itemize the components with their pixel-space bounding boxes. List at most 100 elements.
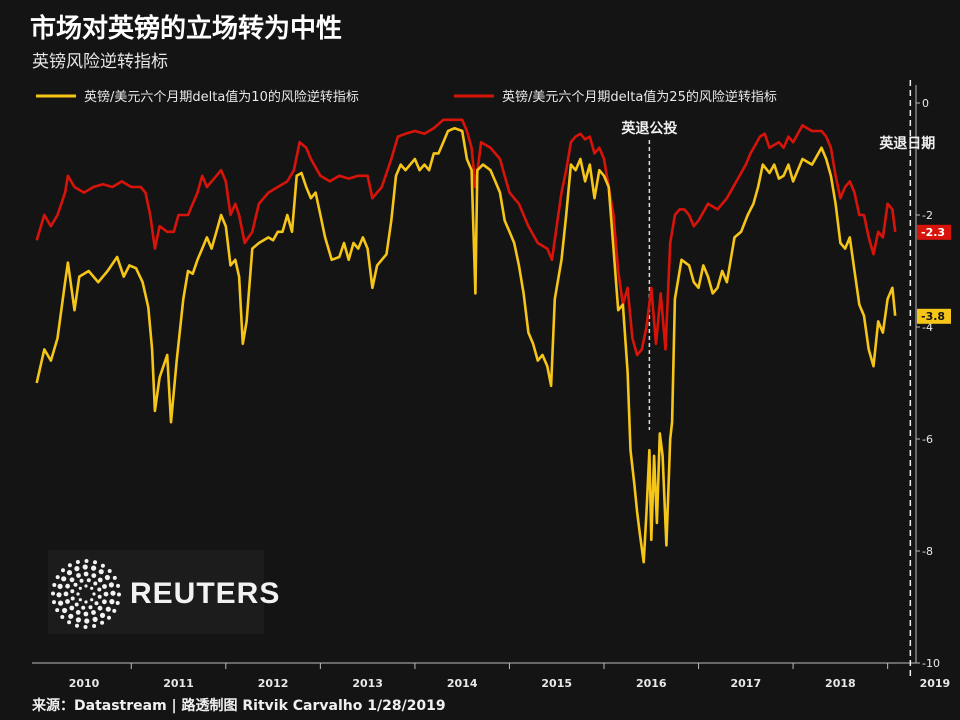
logo-dot xyxy=(117,592,121,597)
logo-dot xyxy=(51,591,55,596)
x-tick-label-2015: 2015 xyxy=(541,677,572,690)
annotation-label-brexit-date: 英退日期 xyxy=(878,135,935,152)
logo-dot xyxy=(90,586,94,590)
logo-dot xyxy=(97,594,102,599)
logo-dot xyxy=(115,601,120,605)
logo-dot xyxy=(93,581,98,586)
x-tick-label-2019: 2019 xyxy=(920,677,951,690)
x-tick-label-2018: 2018 xyxy=(825,677,856,690)
end-label-delta25: -2.3 xyxy=(917,224,951,240)
logo-dot xyxy=(66,570,73,576)
logo-dot xyxy=(65,599,70,604)
logo-dot xyxy=(110,590,116,596)
logo-dot xyxy=(56,592,62,598)
end-label-delta25-text: -2.3 xyxy=(921,226,945,239)
logo-dot xyxy=(94,601,99,606)
logo-dot xyxy=(116,583,120,588)
logo-dot xyxy=(78,586,82,590)
logo-dot xyxy=(70,596,75,601)
end-label-delta10-text: -3.8 xyxy=(921,310,945,323)
logo-dot xyxy=(84,600,88,604)
logo-dot xyxy=(63,591,69,597)
y-tick-label: -2 xyxy=(922,209,933,222)
logo-dot xyxy=(61,576,67,582)
y-tick-label: -8 xyxy=(922,545,933,558)
logo-dot xyxy=(86,578,91,583)
logo-dot xyxy=(57,583,63,590)
page-subtitle: 英镑风险逆转指标 xyxy=(32,52,168,72)
logo-dot xyxy=(102,599,107,605)
logo-dot xyxy=(52,583,57,587)
logo-dot xyxy=(79,578,84,583)
logo-dot xyxy=(91,610,96,615)
logo-dot xyxy=(62,607,68,614)
logo-dot xyxy=(108,582,114,588)
logo-dot xyxy=(112,575,117,580)
logo-dot xyxy=(97,577,103,583)
logo-dot xyxy=(73,582,78,587)
logo-dot xyxy=(107,615,111,620)
logo-dot xyxy=(78,598,82,602)
y-tick-label: -6 xyxy=(922,433,933,446)
logo-dot xyxy=(69,577,75,583)
logo-dot xyxy=(104,574,110,581)
logo-dot xyxy=(67,620,72,625)
x-tick-label-2017: 2017 xyxy=(731,677,762,690)
legend-label-delta10: 英镑/美元六个月期delta值为10的风险逆转指标 xyxy=(84,89,359,105)
logo-dot xyxy=(100,563,105,568)
logo-dot xyxy=(90,598,94,602)
y-tick-label: -4 xyxy=(922,321,933,334)
logo-dot xyxy=(74,566,80,572)
page-title: 市场对英镑的立场转为中性 xyxy=(30,14,343,44)
logo-dot xyxy=(83,611,89,617)
logo-dot xyxy=(103,591,109,597)
logo-dot xyxy=(107,569,112,573)
logo-dot xyxy=(92,592,96,596)
end-label-delta10-box xyxy=(917,308,951,324)
logo-dot xyxy=(52,600,56,605)
logo-dot xyxy=(68,613,74,619)
x-tick-label-2011: 2011 xyxy=(163,677,194,690)
logo-dot xyxy=(55,608,60,613)
logo-dot xyxy=(99,612,106,619)
logo-dot xyxy=(74,602,79,607)
logo-dot xyxy=(105,606,111,612)
series-line-delta10 xyxy=(35,126,897,564)
logo-dot xyxy=(60,615,65,619)
logo-dot xyxy=(109,599,115,605)
end-label-delta10: -3.8 xyxy=(917,308,951,324)
logo-background xyxy=(48,550,264,634)
logo-dot xyxy=(76,573,81,578)
logo-dot xyxy=(83,571,89,577)
logo-dot xyxy=(93,560,97,565)
logo-dot xyxy=(102,584,107,589)
logo-dot xyxy=(67,563,72,568)
logo-dot xyxy=(81,605,86,610)
x-axis-ticks: 2010 2011 2012 2013 2014 2015 2016 2017 2018 2019 xyxy=(69,663,951,690)
logo-dot xyxy=(61,568,65,573)
logo-dot xyxy=(97,587,102,592)
logo-dot xyxy=(83,625,88,629)
logo-dot xyxy=(84,584,88,588)
x-tick-label-2014: 2014 xyxy=(447,677,478,690)
logo-dot xyxy=(100,620,105,625)
y-tick-label: 0 xyxy=(922,97,929,110)
logo-dot xyxy=(55,575,60,580)
series-line-delta25 xyxy=(35,118,897,357)
logo-dot xyxy=(92,624,97,628)
reuters-logo-icon xyxy=(51,559,121,629)
logo-dot xyxy=(75,623,79,628)
logo-dot xyxy=(75,560,80,564)
logo-dot xyxy=(75,610,81,615)
logo-dot xyxy=(82,564,88,570)
source-note: 来源：Datastream | 路透制图 Ritvik Carvalho 1/2… xyxy=(32,698,446,714)
logo-dot xyxy=(91,565,97,571)
logo-dot xyxy=(58,600,64,606)
logo-dot xyxy=(70,589,75,594)
legend: 英镑/美元六个月期delta值为10的风险逆转指标 英镑/美元六个月期delta… xyxy=(36,89,777,105)
x-tick-label-2016: 2016 xyxy=(636,677,667,690)
logo-dot xyxy=(75,617,81,623)
logo-dot xyxy=(69,605,75,611)
y-tick-label: -10 xyxy=(922,657,940,670)
logo-dot xyxy=(98,569,104,575)
